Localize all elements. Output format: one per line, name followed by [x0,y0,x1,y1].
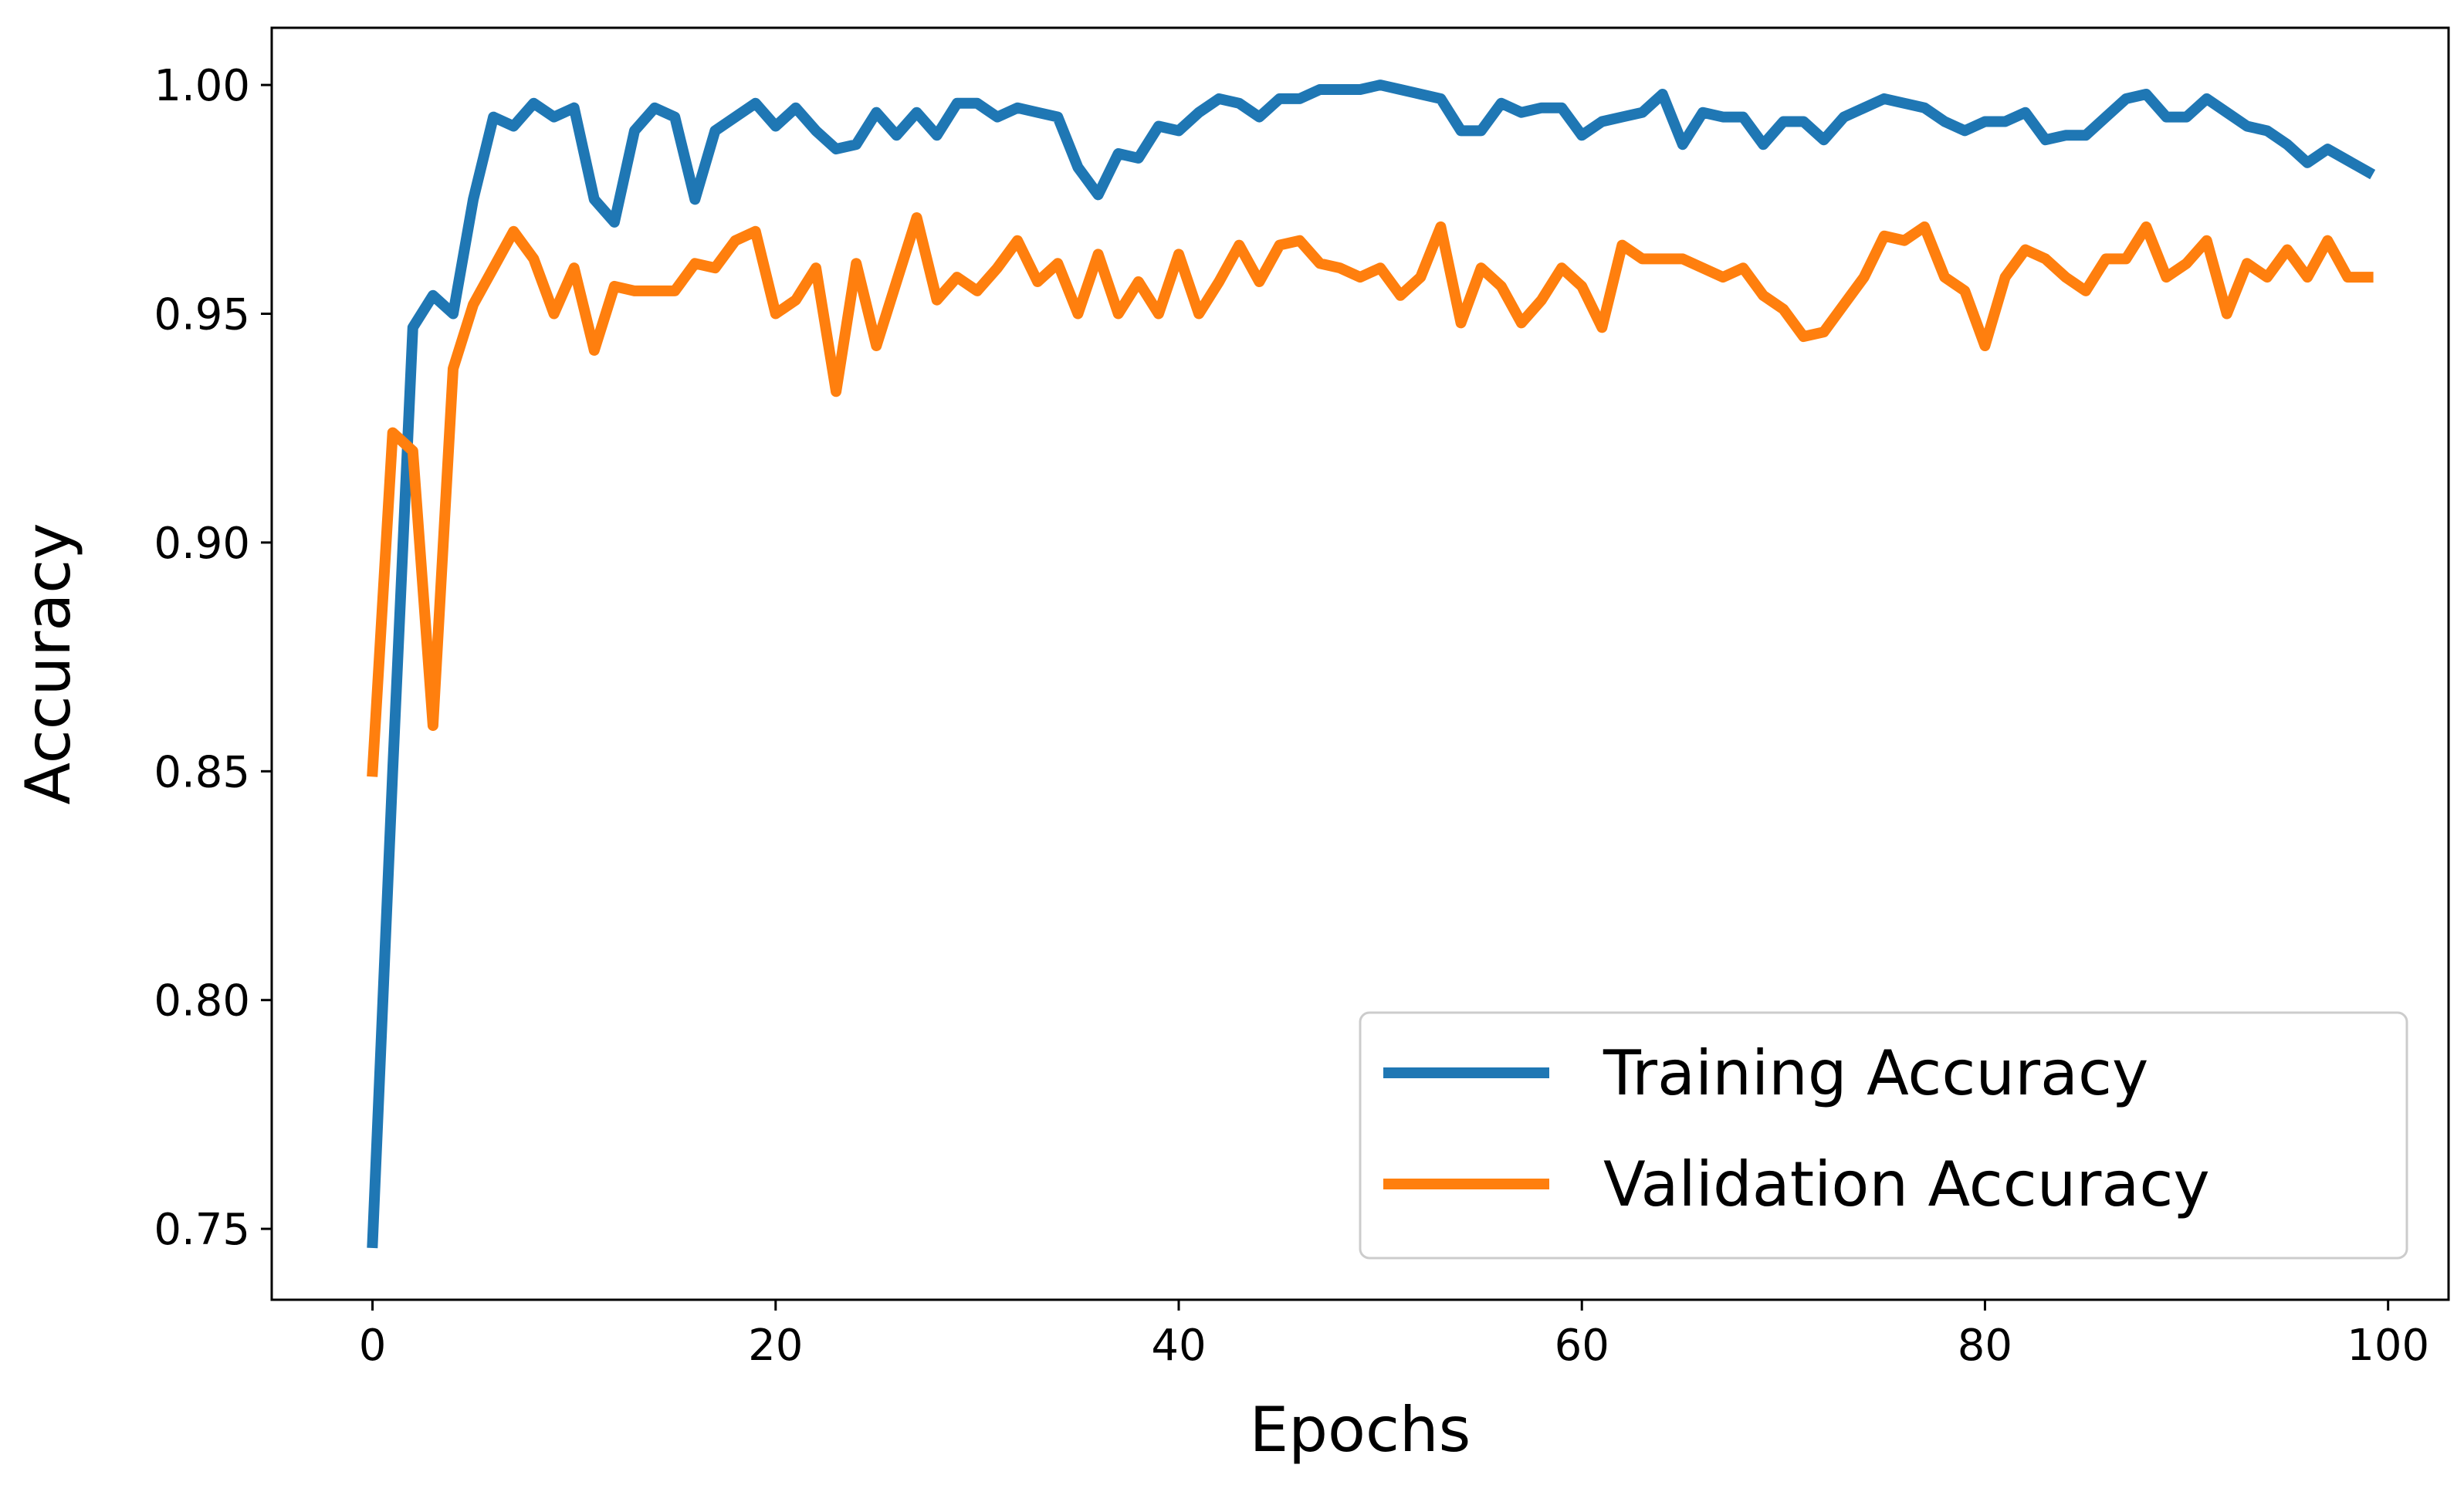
axes-frame [270,26,2450,1301]
series-line-training [367,79,2376,1249]
x-tick-label: 40 [1151,1321,1206,1371]
x-tick-label: 20 [748,1321,803,1371]
x-tick-label: 60 [1555,1321,1609,1371]
x-tick-label: 80 [1958,1321,2012,1371]
x-axis-ticks: 0 20 40 60 80 100 [359,1300,2429,1371]
x-tick-label: 0 [359,1321,387,1371]
y-tick-label: 0.90 [154,519,250,569]
y-tick-label: 1.00 [154,61,250,111]
y-tick-label: 0.85 [154,747,250,797]
legend: Training Accuracy Validation Accuracy [1359,1011,2408,1260]
plot-area [270,26,2450,1301]
y-tick-label: 0.80 [154,976,250,1027]
x-tick-label: 100 [2347,1321,2429,1371]
y-tick-label: 0.95 [154,290,250,340]
legend-label-validation: Validation Accuracy [1603,1148,2210,1220]
series-line-validation [367,212,2374,777]
legend-frame [1359,1011,2408,1260]
y-axis-label: Accuracy [12,523,84,804]
series-layer [367,79,2376,1249]
y-tick-label: 0.75 [154,1205,250,1255]
x-axis-label: Epochs [1250,1394,1471,1466]
legend-label-training: Training Accuracy [1603,1037,2148,1109]
y-axis-ticks: 0.75 0.80 0.85 0.90 0.95 1.00 [154,61,272,1255]
